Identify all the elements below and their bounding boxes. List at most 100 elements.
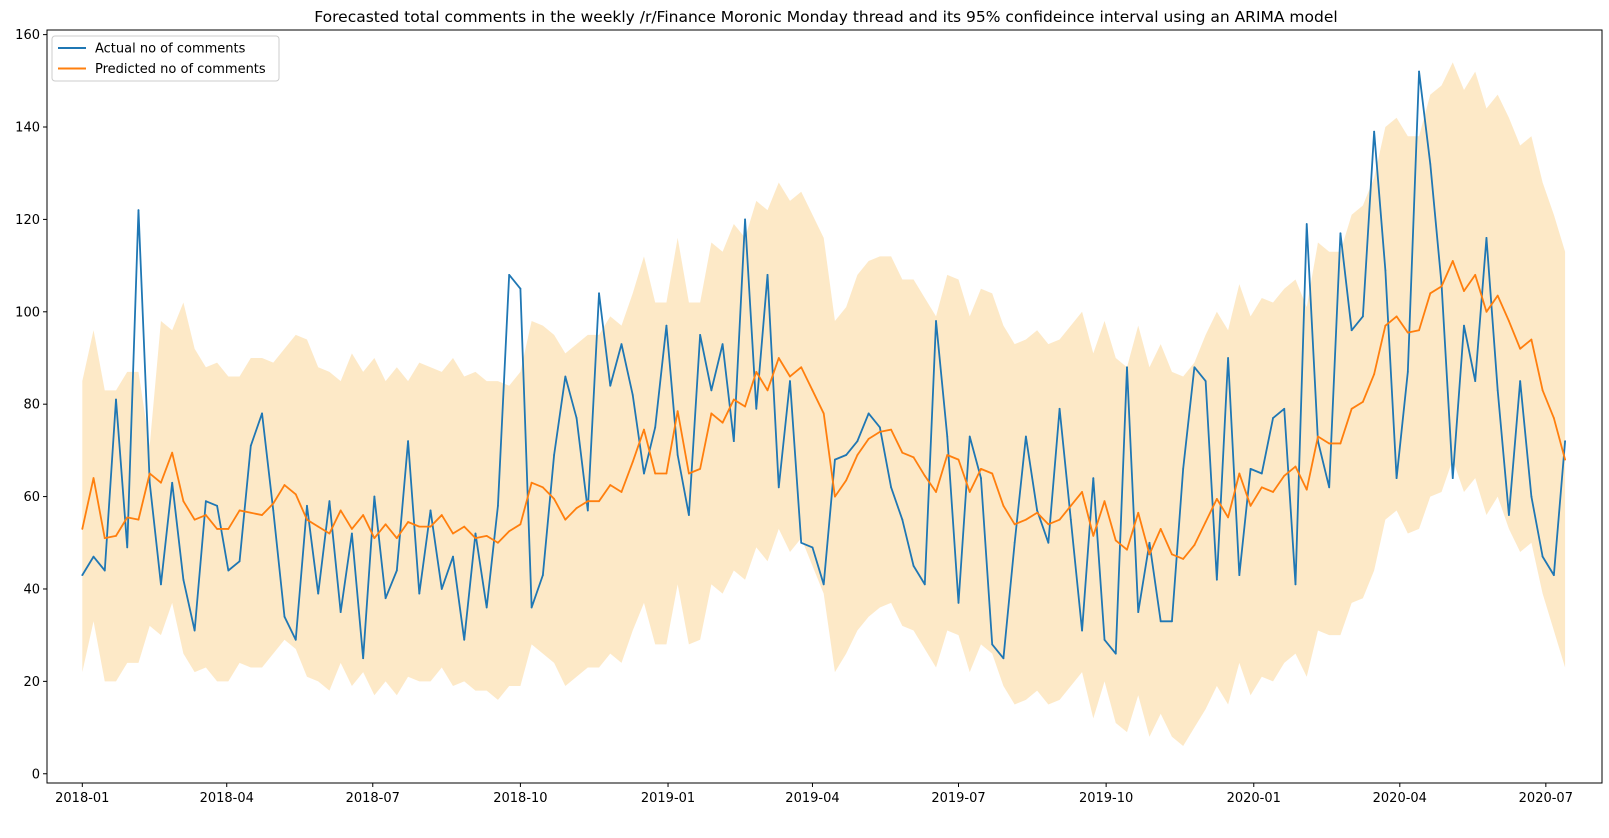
actual-series-point — [103, 569, 106, 572]
actual-series-point — [1058, 407, 1061, 410]
predicted-series-point — [519, 523, 522, 526]
predicted-series-point — [1361, 400, 1364, 403]
y-tick-label: 160 — [15, 28, 40, 43]
actual-series-point — [1395, 477, 1398, 479]
predicted-series-point — [834, 495, 836, 498]
actual-series-point — [575, 417, 578, 419]
predicted-series-point — [923, 474, 926, 477]
actual-series-point — [1418, 70, 1420, 73]
predicted-series-point — [564, 518, 567, 521]
actual-series-point — [1283, 407, 1286, 410]
predicted-series-point — [193, 518, 196, 521]
predicted-series-point — [182, 500, 185, 503]
actual-series-point — [811, 546, 814, 549]
predicted-series-point — [665, 472, 668, 475]
actual-series-point — [643, 472, 645, 475]
predicted-series-point — [1092, 534, 1095, 537]
predicted-series-point — [92, 477, 95, 479]
legend-predicted-label: Predicted no of comments — [95, 62, 266, 77]
predicted-series-point — [474, 537, 477, 540]
actual-series-point — [440, 588, 443, 590]
predicted-series-point — [980, 467, 982, 470]
predicted-series-point — [991, 472, 994, 475]
actual-series-point — [856, 440, 859, 443]
actual-series-point — [834, 458, 836, 461]
x-tick-label: 2018-01 — [55, 791, 109, 806]
predicted-series-point — [1373, 373, 1376, 376]
predicted-series-point — [407, 521, 409, 523]
actual-series-point — [912, 564, 915, 567]
predicted-series-point — [1440, 285, 1443, 288]
predicted-series-point — [1013, 523, 1016, 526]
actual-series-point — [395, 569, 398, 572]
actual-series-point — [586, 509, 589, 512]
actual-series-point — [1530, 495, 1533, 498]
actual-series-point — [452, 555, 454, 558]
predicted-series-point — [429, 525, 432, 528]
predicted-series-point — [744, 405, 746, 408]
predicted-series-point — [351, 528, 353, 530]
series-lines-layer — [81, 70, 1566, 660]
actual-series-point — [935, 320, 937, 322]
actual-series-point — [609, 384, 612, 387]
predicted-series-point — [1260, 486, 1263, 489]
actual-series-point — [676, 454, 679, 456]
actual-series-point — [1069, 518, 1072, 521]
actual-series-point — [553, 454, 555, 456]
predicted-series-point — [339, 509, 342, 512]
predicted-series-point — [283, 484, 286, 486]
predicted-series-point — [272, 502, 275, 505]
predicted-series-point — [1305, 488, 1308, 491]
predicted-series-point — [1317, 435, 1319, 438]
predicted-series-point — [1294, 465, 1297, 468]
actual-series-point — [710, 389, 713, 392]
predicted-series-point — [1182, 558, 1185, 560]
actual-series-point — [1227, 357, 1229, 359]
predicted-series-point — [1025, 518, 1027, 521]
predicted-series-point — [845, 479, 848, 482]
actual-series-point — [1092, 477, 1095, 479]
predicted-series-point — [1103, 500, 1106, 503]
predicted-series-point — [856, 454, 859, 456]
actual-series-point — [1047, 541, 1050, 544]
actual-series-point — [1519, 380, 1522, 382]
predicted-series-point — [676, 410, 679, 413]
y-tick-label: 100 — [15, 305, 40, 320]
predicted-series-point — [1047, 523, 1050, 526]
predicted-series-point — [362, 514, 365, 516]
predicted-series-point — [160, 481, 162, 484]
predicted-series-point — [81, 528, 84, 530]
predicted-series-point — [878, 431, 881, 433]
predicted-series-points — [81, 260, 1566, 560]
actual-series-point — [1552, 574, 1555, 577]
y-tick-label: 120 — [15, 213, 40, 228]
actual-series-point — [1339, 232, 1342, 235]
actual-series-point — [1485, 236, 1488, 239]
x-tick-label: 2018-10 — [493, 791, 547, 806]
axes-frame — [46, 29, 1603, 784]
predicted-series-point — [1496, 294, 1499, 297]
predicted-series-point — [384, 523, 387, 526]
actual-series-point — [1171, 620, 1173, 623]
predicted-series-point — [1148, 553, 1151, 556]
actual-series-point — [328, 500, 331, 503]
x-tick-label: 2019-10 — [1079, 791, 1133, 806]
predicted-series-point — [1272, 491, 1274, 493]
actual-series-point — [1541, 555, 1544, 558]
actual-series-point — [1204, 380, 1207, 382]
actual-series-point — [598, 292, 600, 295]
actual-series-point — [867, 412, 870, 415]
actual-series-point — [800, 541, 803, 544]
actual-series-point — [1474, 380, 1477, 382]
predicted-series-point — [777, 357, 780, 359]
actual-series-point — [1429, 163, 1432, 165]
predicted-series-point — [1564, 458, 1566, 461]
predicted-series-point — [261, 514, 263, 516]
predicted-series-point — [1036, 511, 1039, 514]
actual-series-point — [1373, 130, 1376, 133]
x-tick-label: 2020-04 — [1373, 791, 1427, 806]
actual-series-point — [530, 606, 533, 609]
predicted-series-point — [137, 518, 140, 521]
actual-series-point — [508, 273, 511, 276]
